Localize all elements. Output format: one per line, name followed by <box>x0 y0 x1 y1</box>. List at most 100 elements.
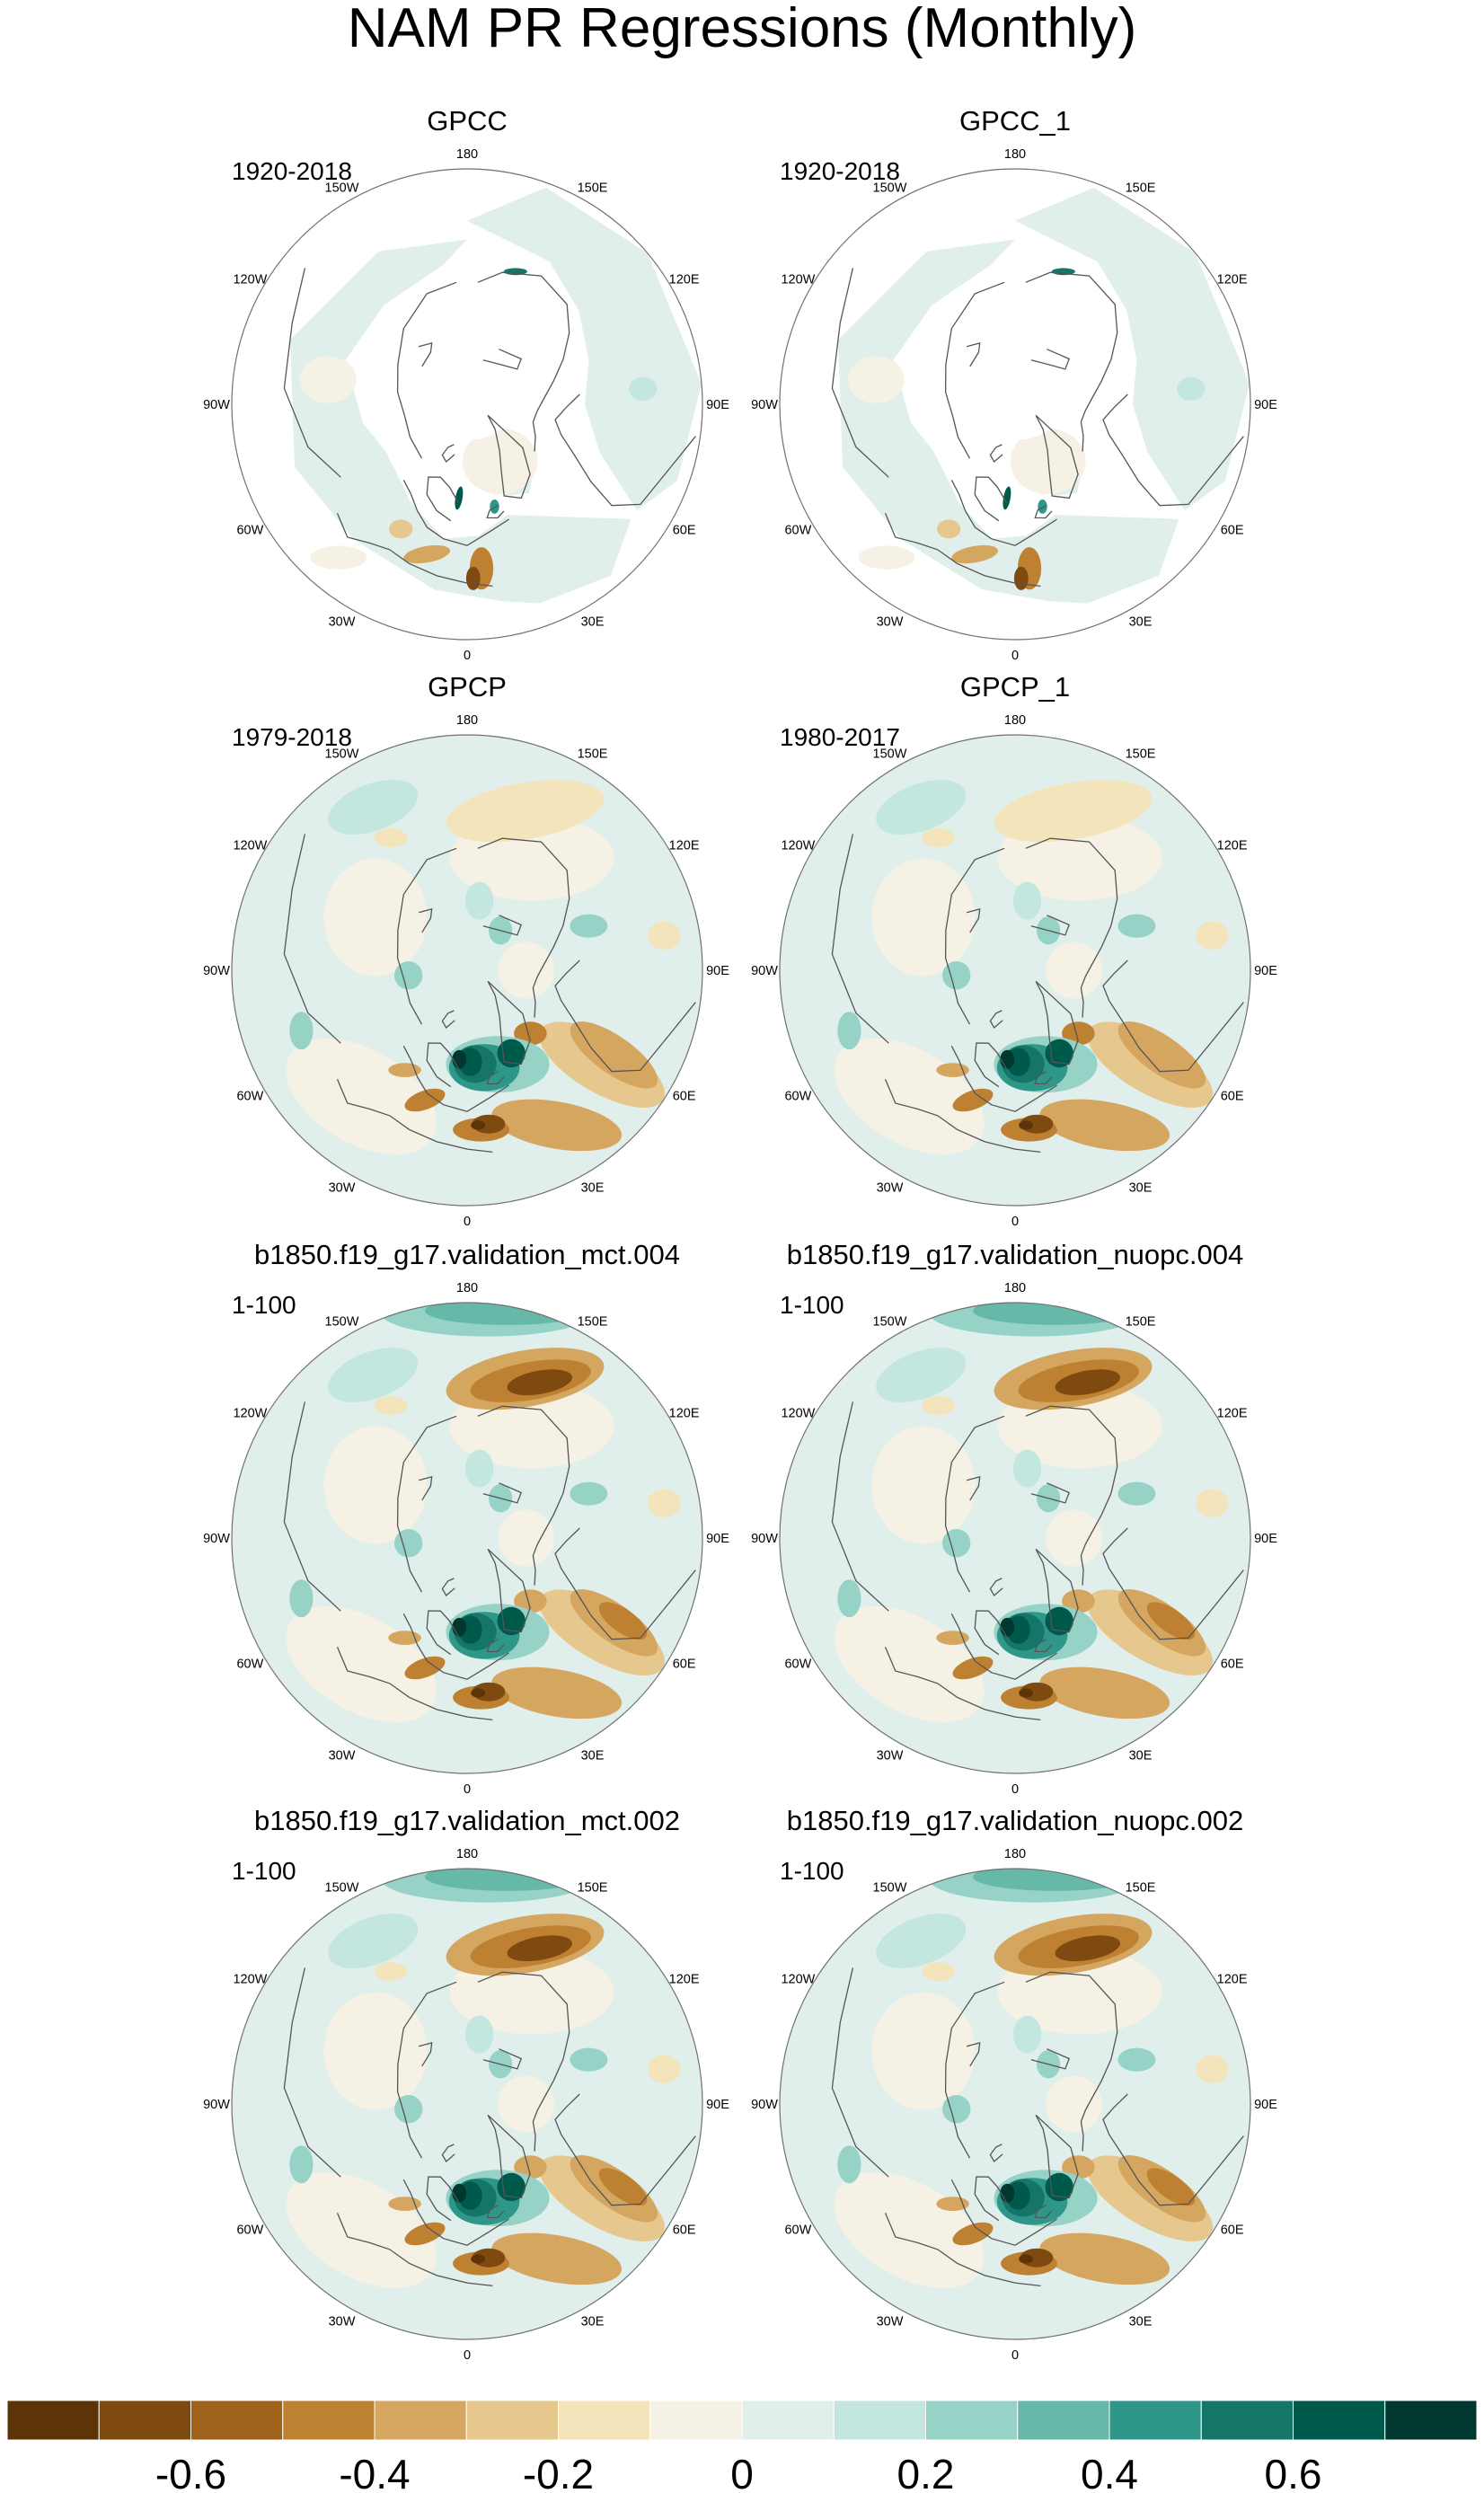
longitude-label: 180 <box>456 147 478 162</box>
longitude-label: 30E <box>581 2315 605 2329</box>
longitude-label: 180 <box>1004 1847 1026 1861</box>
longitude-label: 90W <box>751 1532 778 1546</box>
map-boundary <box>779 734 1251 1207</box>
colorbar-swatch <box>925 2400 1019 2441</box>
colorbar-tick-label: -0.2 <box>523 2451 594 2493</box>
panel-title: b1850.f19_g17.validation_nuopc.002 <box>787 1805 1244 1836</box>
longitude-label: 30E <box>1129 2315 1153 2329</box>
map-panel-8: b1850.f19_g17.validation_nuopc.002 1-100 1… <box>751 1805 1277 2363</box>
colorbar-swatch <box>465 2400 559 2441</box>
main-title: NAM PR Regressions (Monthly) <box>348 0 1137 59</box>
longitude-label: 30W <box>329 615 356 630</box>
period-label: 1-100 <box>780 1291 844 1319</box>
longitude-label: 120W <box>233 1973 267 1987</box>
longitude-label: 0 <box>464 1782 471 1797</box>
longitude-label: 60E <box>1221 524 1244 538</box>
period-label: 1979-2018 <box>232 723 352 751</box>
longitude-label: 150W <box>873 181 907 195</box>
period-label: 1-100 <box>232 1857 296 1885</box>
longitude-label: 0 <box>1011 1215 1019 1229</box>
colorbar-swatch <box>98 2400 191 2441</box>
map-panel-6: b1850.f19_g17.validation_nuopc.004 1-100 1… <box>751 1239 1277 1797</box>
longitude-label: 30E <box>581 1749 605 1764</box>
longitude-label: 0 <box>1011 1782 1019 1797</box>
longitude-label: 90E <box>706 1532 729 1546</box>
longitude-label: 120E <box>1217 273 1248 287</box>
longitude-label: 180 <box>1004 713 1026 728</box>
period-label: 1-100 <box>780 1857 844 1885</box>
panel-title: b1850.f19_g17.validation_mct.002 <box>254 1805 680 1836</box>
colorbar-swatch <box>1384 2400 1478 2441</box>
longitude-label: 180 <box>1004 147 1026 162</box>
longitude-label: 120W <box>233 1407 267 1421</box>
longitude-label: 30E <box>1129 1181 1153 1196</box>
colorbar-tick-label: 0.4 <box>1081 2451 1138 2493</box>
longitude-label: 60W <box>784 1090 811 1104</box>
longitude-label: 150E <box>578 1880 608 1895</box>
colorbar-swatch <box>190 2400 284 2441</box>
colorbar-swatch <box>282 2400 375 2441</box>
colorbar-swatch <box>1017 2400 1110 2441</box>
colorbar-tick-label: 0 <box>730 2451 754 2493</box>
longitude-label: 60E <box>1221 2223 1244 2238</box>
longitude-label: 120E <box>1217 839 1248 853</box>
longitude-label: 60E <box>1221 1090 1244 1104</box>
colorbar-tick-label: 0.6 <box>1265 2451 1322 2493</box>
colorbar-swatch <box>374 2400 467 2441</box>
longitude-label: 90E <box>1254 964 1277 978</box>
map-boundary <box>231 1868 703 2340</box>
longitude-label: 120E <box>669 839 700 853</box>
longitude-label: 90W <box>203 1532 230 1546</box>
panel-title: GPCC <box>427 105 508 137</box>
map-boundary <box>779 1302 1251 1774</box>
longitude-label: 150W <box>325 1880 359 1895</box>
longitude-label: 150W <box>873 1314 907 1329</box>
map-boundary <box>779 168 1251 641</box>
longitude-label: 30W <box>877 615 904 630</box>
longitude-label: 150E <box>578 747 608 761</box>
colorbar-swatch <box>6 2400 100 2441</box>
longitude-label: 180 <box>456 713 478 728</box>
period-label: 1980-2017 <box>780 723 900 751</box>
longitude-label: 90E <box>1254 1532 1277 1546</box>
panel-title: b1850.f19_g17.validation_nuopc.004 <box>787 1239 1244 1270</box>
period-label: 1920-2018 <box>780 157 900 185</box>
longitude-label: 30E <box>581 1181 605 1196</box>
longitude-label: 150W <box>873 1880 907 1895</box>
longitude-label: 0 <box>464 649 471 663</box>
longitude-label: 30W <box>877 2315 904 2329</box>
longitude-label: 30E <box>581 615 605 630</box>
longitude-label: 90E <box>706 2098 729 2112</box>
map-panel-3: GPCP 1979-2018 180 150E 120E 90E 60E 30E 0 30W 60W… <box>203 671 729 1229</box>
colorbar: -0.6 -0.4 -0.2 0 0.2 0.4 0.6 <box>6 2400 1478 2493</box>
longitude-label: 120W <box>233 839 267 853</box>
longitude-label: 60W <box>236 524 263 538</box>
longitude-label: 150W <box>325 747 359 761</box>
longitude-label: 150E <box>1126 747 1156 761</box>
longitude-label: 150W <box>873 747 907 761</box>
longitude-label: 90E <box>706 964 729 978</box>
longitude-label: 30E <box>1129 1749 1153 1764</box>
map-boundary <box>231 1302 703 1774</box>
colorbar-tick-label: -0.4 <box>339 2451 410 2493</box>
longitude-label: 90E <box>1254 398 1277 412</box>
map-boundary <box>231 168 703 641</box>
longitude-label: 90W <box>751 398 778 412</box>
map-boundary <box>779 1868 1251 2340</box>
longitude-label: 90E <box>1254 2098 1277 2112</box>
longitude-label: 60E <box>673 524 696 538</box>
longitude-label: 90W <box>203 2098 230 2112</box>
longitude-label: 150E <box>1126 181 1156 195</box>
longitude-label: 60E <box>673 1658 696 1672</box>
longitude-label: 150E <box>1126 1314 1156 1329</box>
longitude-label: 120W <box>781 839 815 853</box>
map-panel-7: b1850.f19_g17.validation_mct.002 1-100 180… <box>203 1805 729 2363</box>
colorbar-swatch <box>649 2400 743 2441</box>
longitude-label: 180 <box>456 1847 478 1861</box>
map-panel-5: b1850.f19_g17.validation_mct.004 1-100 180… <box>203 1239 729 1797</box>
colorbar-swatch <box>833 2400 926 2441</box>
panel-title: GPCP_1 <box>960 671 1070 703</box>
panel-title: GPCP <box>428 671 507 703</box>
longitude-label: 0 <box>464 1215 471 1229</box>
